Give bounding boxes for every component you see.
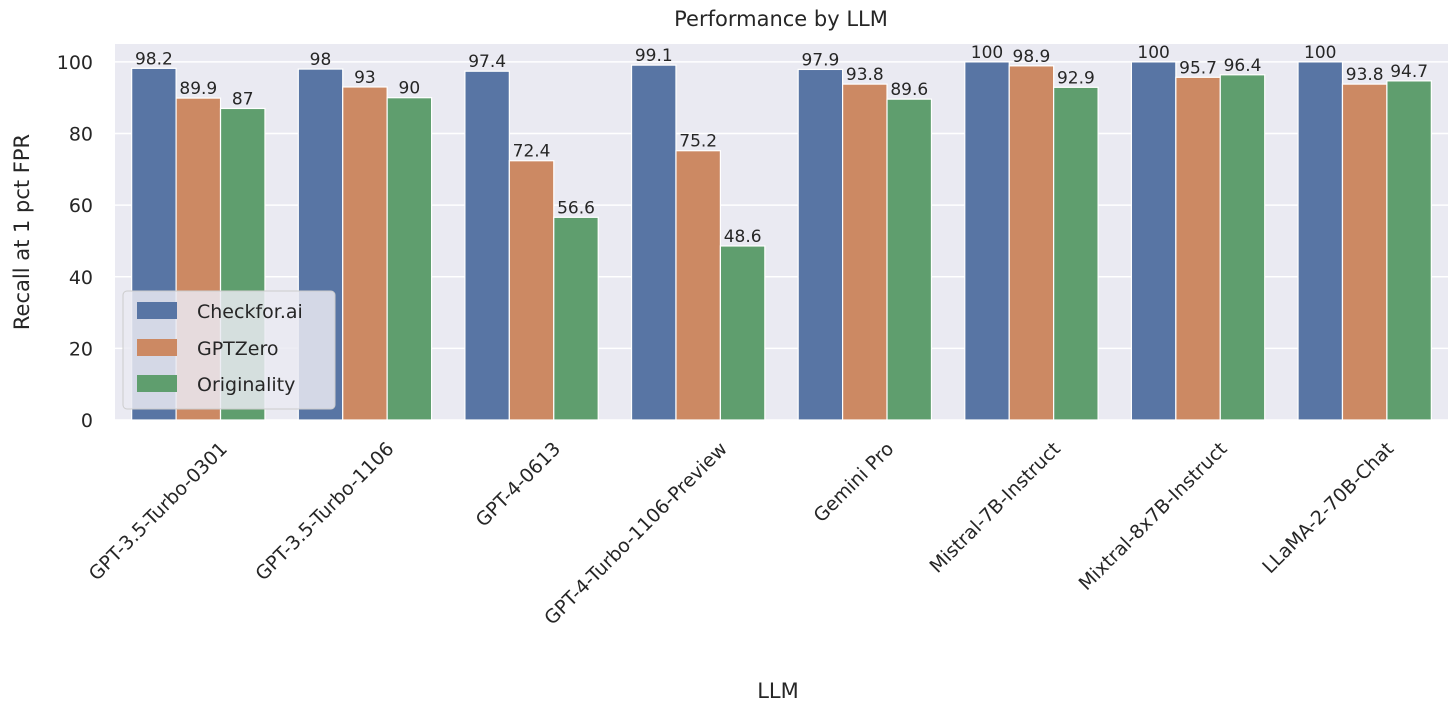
bar-originality-mixtral-8x7b-instruct [1219, 74, 1266, 421]
bar-originality-gpt-4-0613 [553, 216, 599, 421]
bar-gptzero-gpt-3-5-turbo-1106 [342, 86, 388, 421]
data-labels: 98.2 89.9 87 98 93 90 97.4 72.4 56.6 99.1 75.2 48.6… [135, 43, 1428, 247]
x-axis-label: LLM [757, 679, 799, 703]
legend-swatch-checkfor [137, 302, 177, 319]
data-label-originality-llama-2-70b-chat: 94.7 [1390, 62, 1428, 82]
bar-gptzero-gpt-4-turbo-1106-preview [675, 150, 722, 421]
x-tick-label-mixtral-8x7b-instruct: Mixtral-8x7B-Instruct [1075, 438, 1232, 595]
bar-gptzero-llama-2-70b-chat [1341, 83, 1388, 421]
bar-originality-gemini-pro [886, 98, 933, 421]
bar-gptzero-mistral-7b-instruct [1008, 65, 1055, 421]
data-label-originality-gpt-3-5-turbo-0301: 87 [232, 89, 254, 109]
y-tick-label-60: 60 [69, 195, 93, 217]
data-label-checkfor-ai-gemini-pro: 97.9 [801, 50, 839, 70]
bar-checkfor-ai-gpt-4-turbo-1106-preview [630, 64, 677, 421]
data-label-gptzero-gpt-3-5-turbo-0301: 89.9 [179, 79, 217, 99]
data-label-gptzero-llama-2-70b-chat: 93.8 [1346, 65, 1384, 85]
data-label-gptzero-gpt-4-0613: 72.4 [513, 142, 551, 162]
data-label-gptzero-mistral-7b-instruct: 98.9 [1013, 47, 1051, 67]
y-tick-label-100: 100 [57, 52, 93, 74]
bar-originality-mistral-7b-instruct [1053, 86, 1099, 421]
legend-swatch-gptzero [137, 339, 177, 356]
bar-checkfor-ai-mixtral-8x7b-instruct [1130, 61, 1177, 421]
bar-checkfor-ai-gemini-pro [797, 68, 844, 421]
y-axis-label: Recall at 1 pct FPR [10, 134, 34, 330]
y-tick-label-40: 40 [69, 267, 93, 289]
bar-gptzero-gemini-pro [841, 83, 888, 421]
bar-originality-llama-2-70b-chat [1386, 80, 1432, 421]
data-label-gptzero-mixtral-8x7b-instruct: 95.7 [1179, 58, 1217, 78]
data-label-gptzero-gemini-pro: 93.8 [846, 65, 884, 85]
x-tick-label-llama-2-70b-chat: LLaMA-2-70B-Chat [1258, 438, 1398, 578]
data-label-checkfor-ai-mistral-7b-instruct: 100 [971, 43, 1003, 63]
data-label-checkfor-ai-gpt-3-5-turbo-0301: 98.2 [135, 49, 173, 69]
data-label-checkfor-ai-mixtral-8x7b-instruct: 100 [1137, 43, 1169, 63]
x-axis-ticks: GPT-3.5-Turbo-0301 GPT-3.5-Turbo-1106 GPT-… [85, 438, 1398, 629]
y-tick-label-80: 80 [69, 124, 93, 146]
legend-label-checkfor: Checkfor.ai [197, 301, 303, 323]
bar-checkfor-ai-gpt-4-0613 [464, 70, 510, 421]
data-label-checkfor-ai-gpt-4-turbo-1106-preview: 99.1 [635, 46, 673, 66]
legend: Checkfor.ai GPTZero Originality [122, 290, 336, 410]
bar-gptzero-gpt-4-0613 [508, 160, 555, 421]
bar-originality-gpt-3-5-turbo-1106 [386, 97, 433, 421]
data-label-gptzero-gpt-4-turbo-1106-preview: 75.2 [679, 132, 717, 152]
data-label-checkfor-ai-gpt-4-0613: 97.4 [468, 52, 506, 72]
x-tick-label-gpt-3-5-turbo-0301: GPT-3.5-Turbo-0301 [85, 438, 232, 585]
bar-originality-gpt-4-turbo-1106-preview [719, 245, 766, 421]
data-label-originality-gpt-4-0613: 56.6 [557, 198, 595, 218]
bar-checkfor-ai-mistral-7b-instruct [964, 61, 1010, 421]
data-label-originality-mistral-7b-instruct: 92.9 [1057, 68, 1095, 88]
data-label-checkfor-ai-gpt-3-5-turbo-1106: 98 [310, 50, 332, 70]
data-label-gptzero-gpt-3-5-turbo-1106: 93 [354, 68, 376, 88]
data-label-checkfor-ai-llama-2-70b-chat: 100 [1304, 43, 1336, 63]
y-tick-label-0: 0 [81, 410, 93, 432]
x-tick-label-gemini-pro: Gemini Pro [809, 438, 898, 527]
data-label-originality-gemini-pro: 89.6 [890, 80, 928, 100]
x-tick-label-gpt-4-0613: GPT-4-0613 [472, 438, 565, 531]
legend-label-gptzero: GPTZero [197, 338, 279, 360]
x-tick-label-gpt-4-turbo-1106-preview: GPT-4-Turbo-1106-Preview [540, 438, 731, 629]
y-tick-label-20: 20 [69, 338, 93, 360]
data-label-originality-gpt-3-5-turbo-1106: 90 [399, 79, 421, 99]
x-tick-label-mistral-7b-instruct: Mistral-7B-Instruct [925, 438, 1065, 578]
data-label-originality-gpt-4-turbo-1106-preview: 48.6 [724, 227, 762, 247]
legend-label-originality: Originality [197, 374, 295, 396]
chart-title: Performance by LLM [674, 7, 888, 31]
bar-gptzero-mixtral-8x7b-instruct [1175, 76, 1221, 421]
y-axis-ticks: 0 20 40 60 80 100 [57, 52, 93, 432]
data-label-originality-mixtral-8x7b-instruct: 96.4 [1224, 56, 1262, 76]
bar-checkfor-ai-llama-2-70b-chat [1297, 61, 1344, 421]
x-tick-label-gpt-3-5-turbo-1106: GPT-3.5-Turbo-1106 [251, 438, 398, 585]
legend-swatch-originality [137, 375, 177, 392]
